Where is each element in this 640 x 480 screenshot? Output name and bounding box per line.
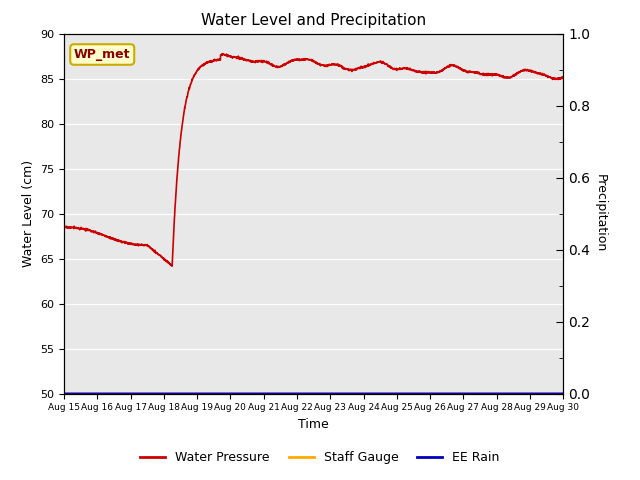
Water Pressure: [545, 74, 553, 80]
Staff Gauge: [453, 391, 461, 396]
Staff Gauge: [60, 391, 68, 396]
Line: Water Pressure: Water Pressure: [64, 54, 563, 266]
Staff Gauge: [303, 391, 310, 396]
EE Rain: [86, 391, 93, 396]
EE Rain: [60, 391, 68, 396]
EE Rain: [303, 391, 310, 396]
Staff Gauge: [290, 391, 298, 396]
Water Pressure: [303, 56, 311, 62]
Title: Water Level and Precipitation: Water Level and Precipitation: [201, 13, 426, 28]
Y-axis label: Precipitation: Precipitation: [594, 174, 607, 253]
EE Rain: [453, 391, 461, 396]
Water Pressure: [60, 224, 68, 230]
Staff Gauge: [86, 391, 93, 396]
X-axis label: Time: Time: [298, 418, 329, 431]
Water Pressure: [559, 74, 567, 80]
EE Rain: [545, 391, 552, 396]
Staff Gauge: [545, 391, 552, 396]
Staff Gauge: [545, 391, 552, 396]
Water Pressure: [545, 74, 553, 80]
Water Pressure: [86, 228, 93, 233]
Text: WP_met: WP_met: [74, 48, 131, 61]
Water Pressure: [219, 51, 227, 57]
EE Rain: [545, 391, 552, 396]
EE Rain: [559, 391, 567, 396]
Water Pressure: [290, 58, 298, 63]
Staff Gauge: [559, 391, 567, 396]
Y-axis label: Water Level (cm): Water Level (cm): [22, 160, 35, 267]
Water Pressure: [454, 64, 461, 70]
Legend: Water Pressure, Staff Gauge, EE Rain: Water Pressure, Staff Gauge, EE Rain: [136, 446, 504, 469]
EE Rain: [290, 391, 298, 396]
Water Pressure: [168, 263, 176, 269]
